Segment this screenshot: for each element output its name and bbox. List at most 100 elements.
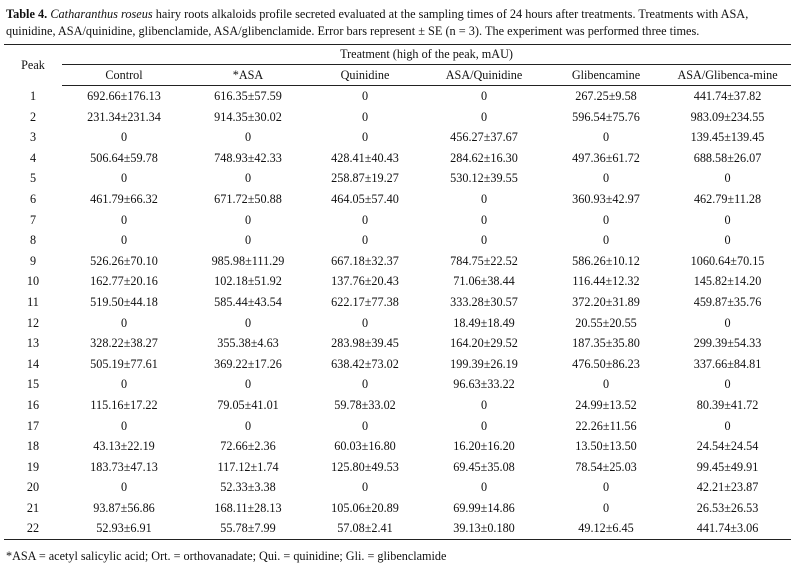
peak-cell: 8 (29, 233, 37, 248)
treatment-group-header: Treatment (high of the peak, mAU) (62, 44, 792, 65)
asa-glibencamine-cell: 688.58±26.07 (693, 150, 762, 165)
quinidine-cell: 57.08±2.41 (310, 518, 420, 541)
control-cell: 0 (120, 233, 128, 248)
quinidine-cell: 638.42±73.02 (331, 356, 399, 371)
table-row: 1 692.66±176.13 616.35±57.59 0 0 267.25±9.58 4… (4, 86, 791, 107)
table-row: 18 43.13±22.19 72.66±2.36 60.03±16.80 16.20±… (4, 436, 791, 457)
asa-glibencamine-cell: 299.39±54.33 (693, 336, 762, 351)
table-row: 13 328.22±38.27 355.38±4.63 283.98±39.45 164… (4, 333, 791, 354)
control-cell: 0 (120, 480, 128, 495)
control-cell: 505.19±77.61 (90, 356, 158, 371)
asa-cell: 585.44±43.54 (214, 294, 282, 309)
glibencamine-cell: 116.44±12.32 (572, 274, 640, 289)
asa-glibencamine-cell: 459.87±35.76 (693, 294, 762, 309)
control-cell: 328.22±38.27 (90, 336, 158, 351)
table-row: 19 183.73±47.13 117.12±1.74 125.80±49.53 69.… (4, 457, 791, 478)
quinidine-cell: 60.03±16.80 (334, 439, 396, 454)
glibencamine-cell: 360.93±42.97 (572, 191, 640, 206)
asa-glibencamine-cell: 99.45±49.91 (696, 459, 759, 474)
glibencamine-cell: 0 (602, 171, 610, 186)
glibencamine-cell: 596.54±75.76 (572, 109, 640, 124)
table-row: 12 0 0 0 18.49±18.49 20.55±20.55 0 (4, 313, 791, 334)
control-cell: 0 (120, 212, 128, 227)
asa-cell: 671.72±50.88 (214, 191, 282, 206)
asa-cell: 0 (244, 130, 252, 145)
asa-glibencamine-cell: 80.39±41.72 (696, 397, 759, 412)
peak-cell: 1 (29, 88, 37, 103)
asa-cell: 0 (244, 233, 252, 248)
asa-glibencamine-cell: 0 (724, 212, 731, 227)
peak-cell: 2 (29, 109, 37, 124)
glibencamine-cell: 49.12±6.45 (548, 518, 664, 541)
asa-quinidine-cell: 530.12±39.55 (450, 171, 518, 186)
asa-quinidine-cell: 0 (480, 109, 488, 124)
column-header-control: Control (62, 64, 186, 86)
asa-glibencamine-cell: 0 (724, 171, 731, 186)
table-row: 6 461.79±66.32 671.72±50.88 464.05±57.40 0 36… (4, 189, 791, 210)
quinidine-cell: 622.17±77.38 (331, 294, 399, 309)
species-name: Catharanthus roseus (50, 7, 153, 21)
asa-quinidine-cell: 0 (480, 480, 488, 495)
asa-quinidine-cell: 16.20±16.20 (453, 439, 515, 454)
peak-cell: 11 (27, 294, 39, 309)
asa-quinidine-cell: 284.62±16.30 (450, 150, 518, 165)
peak-cell: 9 (29, 253, 37, 268)
asa-glibencamine-cell: 337.66±84.81 (693, 356, 762, 371)
asa-quinidine-cell: 71.06±38.44 (453, 274, 515, 289)
control-cell: 115.16±17.22 (90, 397, 158, 412)
header-row-columns: Control *ASA Quinidine ASA/Quinidine Gli… (4, 64, 792, 86)
table-row: 9 526.26±70.10 985.98±111.29 667.18±32.37 78… (4, 251, 791, 272)
asa-cell: 0 (244, 171, 252, 186)
quinidine-cell: 258.87±19.27 (331, 171, 399, 186)
control-cell: 519.50±44.18 (90, 294, 158, 309)
asa-glibencamine-cell: 1060.64±70.15 (690, 253, 765, 268)
control-cell: 461.79±66.32 (90, 191, 158, 206)
control-cell: 93.87±56.86 (93, 500, 155, 515)
table-row: 20 0 52.33±3.38 0 0 0 42.21±23.87 (4, 477, 791, 498)
peak-cell: 18 (26, 439, 40, 454)
asa-glibencamine-cell: 0 (724, 233, 731, 248)
table-row: 2 231.34±231.34 914.35±30.02 0 0 596.54±75.76… (4, 107, 791, 128)
asa-cell: 102.18±51.92 (214, 274, 282, 289)
control-cell: 0 (120, 377, 128, 392)
peak-cell: 17 (26, 418, 40, 433)
quinidine-cell: 0 (361, 315, 369, 330)
table-caption: Table 4. Catharanthus roseus hairy roots… (6, 6, 791, 40)
control-cell: 162.77±20.16 (90, 274, 158, 289)
peak-cell: 19 (26, 459, 40, 474)
quinidine-cell: 0 (361, 109, 369, 124)
asa-quinidine-cell: 0 (480, 418, 488, 433)
alkaloid-table: Peak Treatment (high of the peak, mAU) C… (4, 44, 792, 541)
table-row: 10 162.77±20.16 102.18±51.92 137.76±20.43 71… (4, 271, 791, 292)
control-cell: 0 (120, 171, 128, 186)
glibencamine-cell: 267.25±9.58 (575, 89, 637, 103)
peak-cell: 16 (26, 397, 40, 412)
asa-glibencamine-cell: 441.74±3.06 (664, 518, 792, 541)
quinidine-cell: 59.78±33.02 (334, 397, 396, 412)
asa-cell: 914.35±30.02 (214, 109, 282, 124)
asa-quinidine-cell: 784.75±22.52 (450, 253, 518, 268)
quinidine-cell: 283.98±39.45 (331, 336, 399, 351)
header-row-group: Peak Treatment (high of the peak, mAU) (4, 44, 792, 86)
table-footnote: *ASA = acetyl salicylic acid; Ort. = ort… (6, 549, 447, 564)
column-header-quinidine: Quinidine (310, 64, 420, 86)
peak-cell: 7 (29, 212, 37, 227)
glibencamine-cell: 372.20±31.89 (572, 294, 640, 309)
asa-quinidine-cell: 0 (480, 212, 488, 227)
asa-quinidine-cell: 39.13±0.180 (420, 518, 548, 541)
asa-cell: 55.78±7.99 (186, 518, 310, 541)
asa-glibencamine-cell: 145.82±14.20 (693, 274, 762, 289)
peak-cell: 3 (29, 130, 37, 145)
column-header-glibencamine: Glibencamine (548, 64, 664, 86)
asa-glibencamine-cell: 26.53±26.53 (696, 500, 759, 515)
asa-quinidine-cell: 0 (480, 233, 488, 248)
quinidine-cell: 125.80±49.53 (331, 459, 399, 474)
quinidine-cell: 0 (361, 480, 369, 495)
glibencamine-cell: 78.54±25.03 (575, 459, 637, 474)
asa-quinidine-cell: 199.39±26.19 (450, 356, 518, 371)
asa-cell: 168.11±28.13 (214, 500, 282, 515)
peak-cell: 13 (26, 336, 40, 351)
peak-cell: 5 (29, 171, 37, 186)
table-row: 4 506.64±59.78 748.93±42.33 428.41±40.43 284… (4, 148, 791, 169)
peak-cell: 22 (4, 518, 62, 541)
